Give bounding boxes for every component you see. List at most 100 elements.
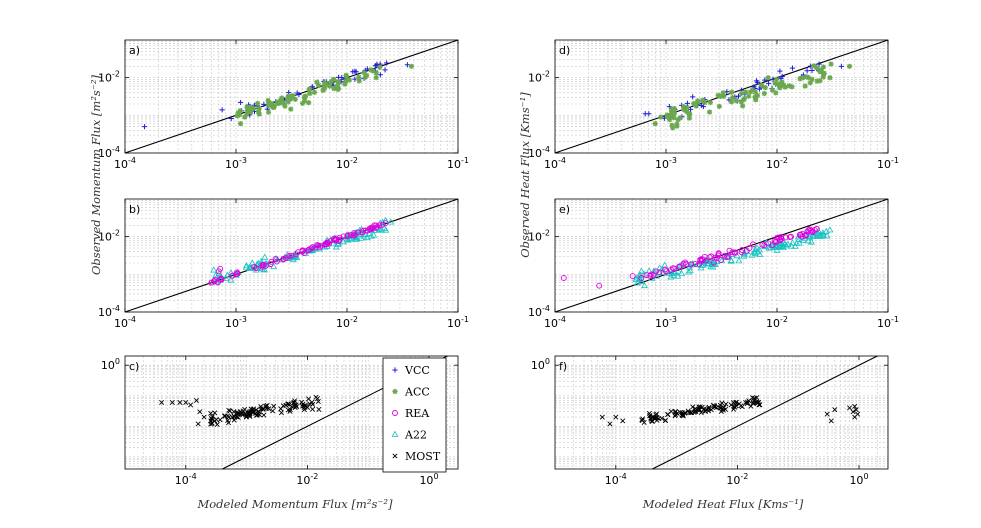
data-point-MOST [853,407,859,413]
data-point-ACC [729,95,736,101]
data-point-ACC [335,86,341,92]
data-point-ACC [652,121,658,127]
data-point-ACC [820,74,826,80]
data-point-ACC [706,109,713,115]
data-point-ACC [302,94,308,100]
data-point-MOST [169,400,175,406]
panel-label: b) [129,203,140,216]
data-point-ACC [821,71,827,77]
data-point-A22 [721,253,729,260]
data-point-VCC [778,75,784,81]
data-point-A22 [819,231,827,238]
data-point-A22 [378,226,386,233]
data-point-ACC [772,80,778,86]
data-point-REA [340,233,347,240]
data-point-ACC [270,104,276,110]
data-point-ACC [738,90,745,96]
data-point-ACC [717,93,723,100]
y-tick-label: 10-2 [98,70,120,85]
data-point-ACC [733,98,739,104]
y-tick-label: 100 [101,357,120,372]
data-point-MOST [673,411,679,418]
data-point-A22 [787,242,795,249]
data-point-ACC [269,100,275,107]
data-point-MOST [828,418,834,424]
data-point-REA [379,221,386,228]
data-point-ACC [671,115,677,121]
data-point-ACC [846,63,853,69]
data-point-A22 [773,246,781,253]
data-point-ACC [800,75,806,81]
data-point-ACC [786,83,792,89]
data-point-ACC [373,70,379,76]
data-point-REA [217,265,224,272]
data-point-A22 [272,254,280,262]
data-point-REA [656,269,663,276]
data-point-ACC [781,82,787,88]
data-point-MOST [599,414,605,420]
data-point-VCC [838,63,844,69]
data-point-ACC [665,114,671,120]
data-point-REA [233,271,239,278]
data-point-A22 [816,232,824,239]
axes-frame [554,355,889,470]
data-point-VCC [141,124,148,130]
data-point-A22 [634,279,641,286]
data-point-ACC [797,76,803,82]
data-point-MOST [212,418,218,424]
data-point-ACC [255,100,261,107]
data-point-ACC [288,106,294,112]
data-point-A22 [637,267,645,274]
data-point-REA [808,227,815,234]
data-point-MOST [239,412,246,418]
data-point-A22 [382,226,390,233]
data-point-MOST [723,401,729,407]
data-point-A22 [387,218,395,225]
data-point-MOST [245,410,251,416]
data-point-ACC [773,76,780,82]
data-point-REA [710,259,717,266]
data-point-ACC [342,81,348,87]
data-point-A22 [793,239,801,246]
data-point-ACC [765,75,771,81]
data-point-VCC [261,101,267,107]
grid [124,40,458,154]
data-point-MOST [214,421,220,427]
data-point-A22 [261,253,269,260]
data-point-REA [746,245,753,252]
data-point-ACC [306,87,312,93]
axes-frame [124,198,459,313]
data-point-ACC [777,85,783,91]
data-point-MOST [665,411,671,417]
y-tick-label: 10-2 [528,229,550,244]
data-point-REA [739,247,746,253]
data-point-ACC [773,90,779,96]
data-point-ACC [314,79,320,85]
data-point-ACC [668,112,674,118]
data-point-REA [560,275,567,281]
data-point-ACC [715,92,721,99]
data-point-REA [330,235,337,242]
data-point-MOST [231,409,237,415]
data-point-ACC [686,115,692,121]
data-point-VCC [789,65,796,71]
data-point-ACC [747,89,754,95]
data-point-ACC [282,103,288,109]
data-point-A22 [711,260,719,267]
y-tick-label: 10-4 [528,304,550,319]
data-point-A22 [636,275,644,282]
data-point-A22 [653,272,661,279]
data-point-ACC [702,100,708,106]
data-point-MOST [231,414,237,420]
data-point-MOST [607,421,613,427]
data-point-ACC [818,69,824,75]
data-point-ACC [292,96,298,102]
data-point-MOST [208,410,214,416]
data-point-MOST [717,402,723,408]
data-point-MOST [314,396,321,402]
data-point-REA [668,266,675,273]
data-point-REA [653,268,660,275]
data-point-MOST [266,406,272,412]
data-point-REA [669,265,676,272]
data-point-REA [355,229,362,236]
